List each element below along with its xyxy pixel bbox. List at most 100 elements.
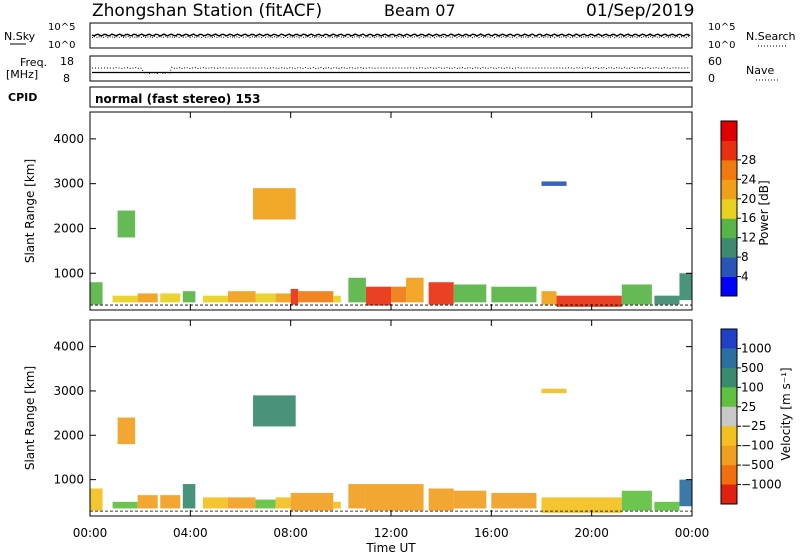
velocity-scale-tick-label: 25 [741, 400, 756, 414]
power-panel: 1000 2000 3000 4000 Slant Range [km] [23, 111, 693, 311]
power-scale-swatch [721, 198, 737, 219]
velocity-panel: 1000 2000 3000 4000 Slant Range [km] [23, 319, 693, 517]
power-cell [406, 277, 424, 303]
power-cell [333, 295, 341, 303]
power-cells [90, 181, 692, 307]
x-axis-label: Time UT [365, 541, 416, 554]
vel-ytick-label: 1000 [53, 473, 84, 487]
noise-tick-left-top: 10^5 [48, 22, 75, 33]
velocity-scale-tick-label: −500 [741, 458, 774, 472]
power-scale-swatch [721, 218, 737, 239]
power-scale-swatch [721, 140, 737, 161]
power-cell [253, 188, 296, 220]
cpid-panel [89, 86, 693, 108]
velocity-scale-tick-label: −1000 [741, 478, 782, 492]
velocity-scale-swatch [721, 465, 737, 486]
velocity-scale-swatch [721, 367, 737, 388]
nave-label: Nave [746, 64, 774, 77]
power-cell [556, 295, 622, 307]
power-scale-swatch [721, 121, 737, 141]
velocity-scale-swatch [721, 406, 737, 427]
vel-cell [333, 501, 341, 509]
noise-panel [89, 22, 693, 49]
noise-sky-trace [91, 33, 691, 37]
power-scale-title: Power [dB] [757, 180, 771, 245]
noise-tick-right-bottom: 10^0 [708, 40, 735, 51]
cpid-text: normal (fast stereo) 153 [95, 92, 261, 106]
freq-tick-top: 18 [60, 55, 74, 68]
velocity-scale-swatch [721, 348, 737, 369]
power-cell [654, 295, 680, 305]
noise-tick-right-top: 10^5 [708, 22, 735, 33]
velocity-y-axis: 1000 2000 3000 4000 [53, 340, 692, 487]
x-tick-label: 12:00 [374, 526, 409, 540]
nave-tick-top: 60 [708, 55, 722, 68]
power-cell [541, 291, 557, 305]
vel-cell [227, 497, 256, 509]
vel-cell [202, 497, 228, 509]
power-cell [160, 293, 181, 303]
power-plot-area [90, 112, 692, 310]
power-ytick-label: 1000 [53, 266, 84, 280]
power-cell [202, 295, 228, 303]
noise-tick-left-bottom: 10^0 [48, 40, 75, 51]
power-cell [255, 293, 276, 303]
velocity-scale-frame [720, 328, 738, 505]
power-scale-frame [720, 120, 738, 297]
power-cell [290, 288, 299, 305]
nave-tick-bottom: 0 [708, 72, 715, 85]
power-scale-swatch [721, 159, 737, 180]
velocity-scale-swatch [721, 484, 737, 505]
velocity-cells [90, 388, 692, 513]
vel-cell [182, 484, 196, 509]
power-ytick-label: 2000 [53, 221, 84, 235]
power-cell [365, 286, 391, 306]
power-cell [453, 284, 487, 303]
vel-cell [275, 497, 291, 509]
freq-tick-bottom: 8 [63, 72, 70, 85]
velocity-scale-swatch [721, 445, 737, 466]
vel-cell [491, 492, 537, 509]
power-cell [298, 291, 334, 303]
velocity-scale-tick-label: −100 [741, 439, 774, 453]
vel-cell [365, 484, 424, 511]
velocity-colour-scale: 1000 500 100 25 −25 −100 −500 −1000 [720, 328, 782, 505]
cpid-label: CPID [8, 91, 37, 104]
power-cell [621, 284, 652, 305]
vel-cell [253, 395, 296, 427]
vel-cell [541, 388, 567, 394]
vel-cell [654, 501, 680, 511]
freq-label: Freq. [20, 56, 47, 69]
power-cell [227, 291, 256, 303]
nave-trace [92, 66, 691, 75]
noise-sky-label: N.Sky [4, 30, 36, 43]
power-scale-swatch [721, 179, 737, 200]
velocity-scale-swatch [721, 329, 737, 349]
power-ytick-label: 4000 [53, 132, 84, 146]
power-cell [117, 210, 136, 238]
vel-ytick-label: 4000 [53, 340, 84, 354]
velocity-scale-swatch [721, 426, 737, 447]
power-scale-tick-label: 4 [741, 270, 749, 284]
power-scale-tick-label: 8 [741, 250, 749, 264]
x-tick-label: 16:00 [474, 526, 509, 540]
power-cell [428, 282, 454, 305]
vel-cell [428, 488, 454, 511]
vel-cell [90, 488, 103, 511]
power-scale-swatch [721, 237, 737, 258]
x-tick-label: 00:00 [73, 526, 108, 540]
date-label: 01/Sep/2019 [586, 1, 694, 21]
power-colour-scale: 4 8 12 16 20 24 28 [720, 120, 756, 297]
power-cell [491, 286, 537, 303]
vel-cell [117, 417, 136, 445]
vel-ytick-label: 2000 [53, 428, 84, 442]
power-cell [541, 181, 567, 186]
x-tick-label: 04:00 [173, 526, 208, 540]
x-axis: 00:00 04:00 08:00 12:00 16:00 20:00 00:00 [73, 112, 709, 540]
velocity-scale-title: Velocity [m s⁻¹] [779, 367, 793, 460]
power-scale-tick-label: 20 [741, 192, 756, 206]
power-y-axis: 1000 2000 3000 4000 [53, 132, 692, 280]
velocity-plot-area [90, 320, 692, 516]
power-cell [112, 295, 138, 303]
